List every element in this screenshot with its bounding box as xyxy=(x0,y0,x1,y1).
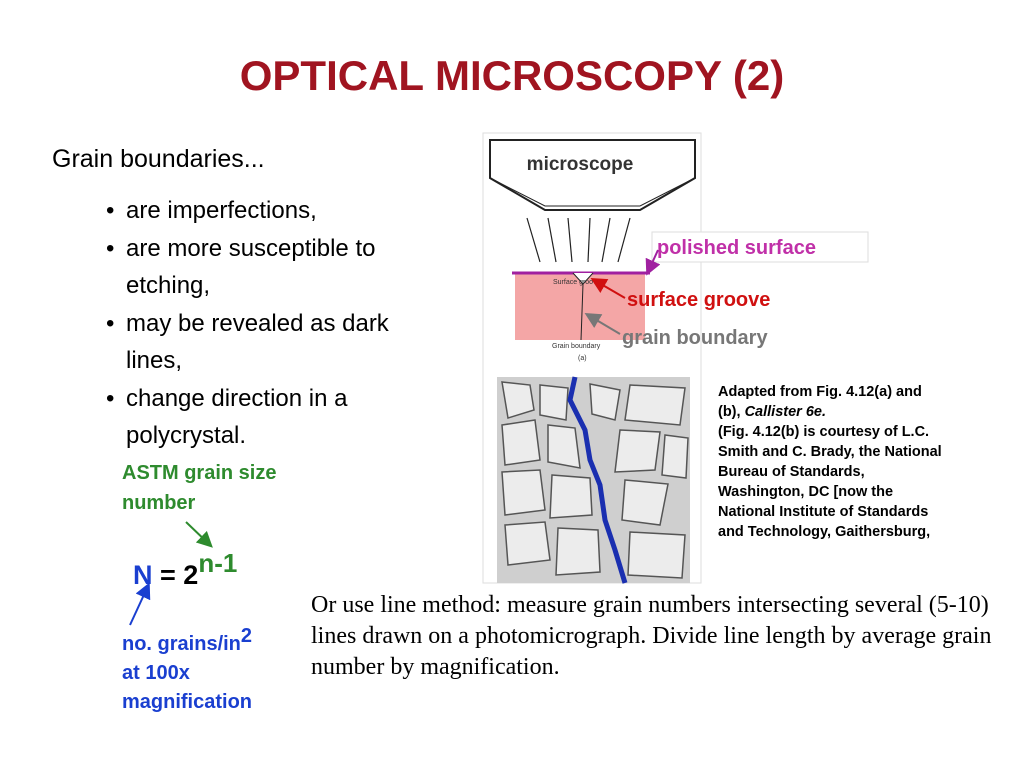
boundary-trace xyxy=(567,376,628,584)
sample xyxy=(515,273,645,340)
grains-superscript: 2 xyxy=(240,625,253,647)
grains-label: no. grains/in2 at 100x magnification xyxy=(122,622,252,717)
light-rays xyxy=(526,217,631,263)
caption-rest: (Fig. 4.12(b) is courtesy of L.C. Smith … xyxy=(718,424,942,540)
lens-curve xyxy=(493,179,692,207)
small-label: Surface groove xyxy=(553,279,601,286)
grains-line2: at 100x xyxy=(122,662,190,684)
formula-equals: = 2 xyxy=(160,560,199,590)
label: polished surface xyxy=(657,237,816,259)
caption-italic: Callister 6e. xyxy=(744,404,826,420)
small-label: (a) xyxy=(578,355,587,362)
grains xyxy=(501,381,689,579)
arrow xyxy=(185,521,213,548)
grains-text: no. grains/in xyxy=(122,633,241,655)
caption-prefix: Adapted from Fig. 4.12(a) and (b), xyxy=(718,384,922,420)
small-label: Grain boundary xyxy=(552,343,601,350)
grains-line3: magnification xyxy=(122,691,253,713)
bullet: change direction in a polycrystal. xyxy=(85,380,430,455)
bullet: are imperfections, xyxy=(85,192,430,230)
label: grain boundary xyxy=(622,327,768,349)
formula: N = 2n-1 xyxy=(133,548,237,591)
bullet-list: are imperfections, are more susceptible … xyxy=(85,192,430,455)
heading: Grain boundaries... xyxy=(52,145,265,173)
arrow xyxy=(584,312,621,335)
arrow xyxy=(645,249,661,276)
arrow xyxy=(590,277,626,299)
note: Or use line method: measure grain number… xyxy=(305,588,1020,738)
bullet: may be revealed as dark lines, xyxy=(85,305,430,380)
bullet: are more susceptible to etching, xyxy=(85,230,430,305)
title: OPTICAL MICROSCOPY (2) xyxy=(239,52,785,99)
microscope-lens xyxy=(489,139,696,211)
label: microscope xyxy=(527,154,634,175)
caption: Adapted from Fig. 4.12(a) and (b), Calli… xyxy=(718,382,943,580)
formula-exponent: n-1 xyxy=(198,548,238,578)
boundary-line xyxy=(580,283,584,341)
astm-label: ASTM grain size number xyxy=(122,462,277,514)
label-box xyxy=(651,231,869,263)
label: surface groove xyxy=(627,289,770,311)
arrow xyxy=(129,582,151,626)
